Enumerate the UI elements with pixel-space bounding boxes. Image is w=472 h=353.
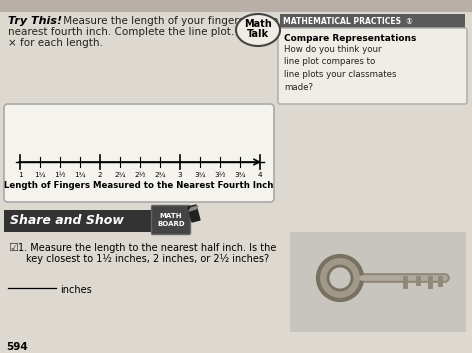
- Text: 594: 594: [6, 342, 28, 352]
- Text: 2½: 2½: [134, 172, 146, 178]
- FancyBboxPatch shape: [4, 210, 152, 232]
- Text: nearest fourth inch. Complete the line plot. Draw an: nearest fourth inch. Complete the line p…: [8, 27, 281, 37]
- Text: Share and Show: Share and Show: [10, 215, 124, 227]
- Polygon shape: [189, 206, 198, 211]
- Text: Measure the length of your fingers to the: Measure the length of your fingers to th…: [60, 16, 278, 26]
- Polygon shape: [188, 205, 200, 222]
- Text: 1. Measure the length to the nearest half inch. Is the: 1. Measure the length to the nearest hal…: [18, 243, 277, 253]
- Text: MATH
BOARD: MATH BOARD: [157, 213, 185, 227]
- FancyBboxPatch shape: [4, 104, 274, 202]
- FancyBboxPatch shape: [0, 0, 472, 12]
- Text: Talk: Talk: [247, 29, 269, 39]
- FancyBboxPatch shape: [290, 232, 466, 332]
- Text: 3½: 3½: [214, 172, 226, 178]
- Circle shape: [318, 256, 362, 300]
- FancyBboxPatch shape: [152, 205, 191, 234]
- Text: 3¼: 3¼: [194, 172, 206, 178]
- Text: 1¾: 1¾: [74, 172, 86, 178]
- Text: Math: Math: [244, 19, 272, 29]
- Text: 4: 4: [258, 172, 262, 178]
- Text: key closest to 1½ inches, 2 inches, or 2½ inches?: key closest to 1½ inches, 2 inches, or 2…: [26, 254, 269, 264]
- Text: 1: 1: [17, 172, 22, 178]
- Text: 2: 2: [98, 172, 102, 178]
- Text: How do you think your
line plot compares to
line plots your classmates
made?: How do you think your line plot compares…: [284, 45, 396, 91]
- Text: ☑: ☑: [8, 243, 18, 253]
- Text: Length of Fingers Measured to the Nearest Fourth Inch: Length of Fingers Measured to the Neares…: [4, 181, 274, 190]
- Text: 2¾: 2¾: [154, 172, 166, 178]
- Text: × for each length.: × for each length.: [8, 38, 103, 48]
- Ellipse shape: [236, 14, 280, 46]
- Text: Compare Representations: Compare Representations: [284, 34, 416, 43]
- Text: 1¼: 1¼: [34, 172, 46, 178]
- Text: 1½: 1½: [54, 172, 66, 178]
- Text: Try This!: Try This!: [8, 16, 62, 26]
- FancyBboxPatch shape: [280, 14, 465, 28]
- Text: 3: 3: [177, 172, 182, 178]
- Text: MATHEMATICAL PRACTICES  ①: MATHEMATICAL PRACTICES ①: [283, 17, 413, 25]
- FancyBboxPatch shape: [278, 28, 467, 104]
- Text: 2¼: 2¼: [114, 172, 126, 178]
- Text: inches: inches: [60, 285, 92, 295]
- Circle shape: [328, 266, 352, 290]
- Text: 3¾: 3¾: [234, 172, 246, 178]
